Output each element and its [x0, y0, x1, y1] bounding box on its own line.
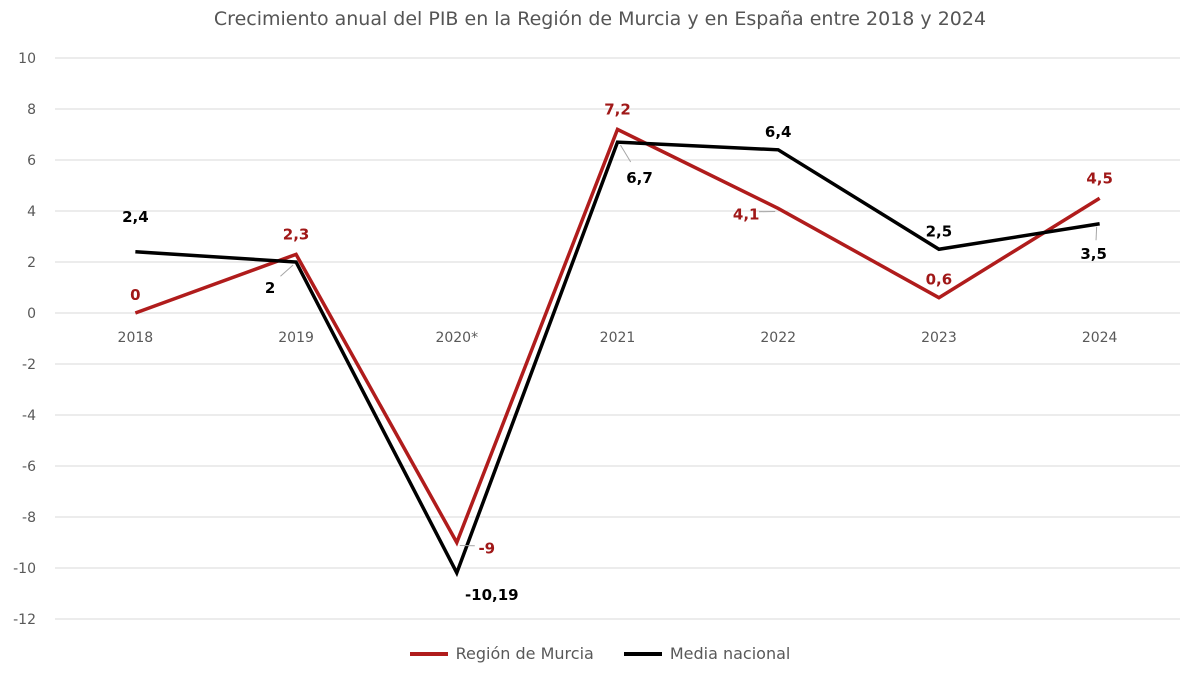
y-tick-label: 4	[27, 204, 36, 220]
label-leader-line	[1095, 226, 1098, 241]
data-label: 0	[130, 286, 140, 304]
y-tick-label: -10	[13, 561, 36, 577]
y-tick-label: 0	[27, 306, 36, 322]
label-leader-line	[620, 144, 632, 163]
series-line-murcia	[134, 126, 1101, 547]
chart-title: Crecimiento anual del PIB en la Región d…	[213, 8, 987, 30]
x-tick-label: 2021	[600, 330, 636, 346]
y-tick-label: 6	[27, 153, 36, 169]
legend-label-murcia: Región de Murcia	[455, 644, 594, 663]
data-label: 2,3	[283, 225, 310, 243]
data-label: -9	[478, 540, 495, 558]
data-label: 2	[265, 279, 275, 297]
y-tick-label: -8	[22, 510, 36, 526]
legend-swatch-nacional	[623, 651, 662, 656]
data-label: 6,4	[765, 123, 792, 141]
data-label: 0,6	[926, 271, 953, 289]
x-tick-label: 2019	[278, 330, 314, 346]
y-tick-label: 8	[27, 102, 36, 118]
legend-swatch-murcia	[409, 651, 448, 656]
data-label: 7,2	[604, 100, 631, 118]
x-tick-label: 2018	[118, 330, 154, 346]
data-label: 4,5	[1086, 169, 1113, 187]
y-tick-label: 10	[18, 51, 36, 67]
series-line-nacional	[135, 140, 1100, 578]
x-tick-label: 2020*	[435, 330, 478, 346]
legend-item-nacional: Media nacional	[623, 644, 791, 663]
y-tick-label: -12	[13, 612, 36, 628]
legend-label-nacional: Media nacional	[669, 644, 791, 663]
data-label: 3,5	[1080, 245, 1107, 263]
x-tick-label: 2022	[760, 330, 796, 346]
data-label: 4,1	[733, 205, 760, 223]
data-label: 2,4	[122, 208, 149, 226]
x-tick-label: 2024	[1082, 330, 1118, 346]
data-label: 2,5	[926, 222, 953, 240]
y-tick-label: -4	[22, 408, 36, 424]
label-leader-line	[280, 264, 294, 277]
y-tick-label: -6	[22, 459, 36, 475]
y-tick-label: -2	[22, 357, 36, 373]
data-label: -10,19	[465, 586, 519, 604]
legend: Región de Murcia Media nacional	[0, 644, 1200, 663]
legend-item-murcia: Región de Murcia	[409, 644, 594, 663]
x-tick-label: 2023	[921, 330, 957, 346]
y-tick-label: 2	[27, 255, 36, 271]
data-label: 6,7	[626, 169, 653, 187]
